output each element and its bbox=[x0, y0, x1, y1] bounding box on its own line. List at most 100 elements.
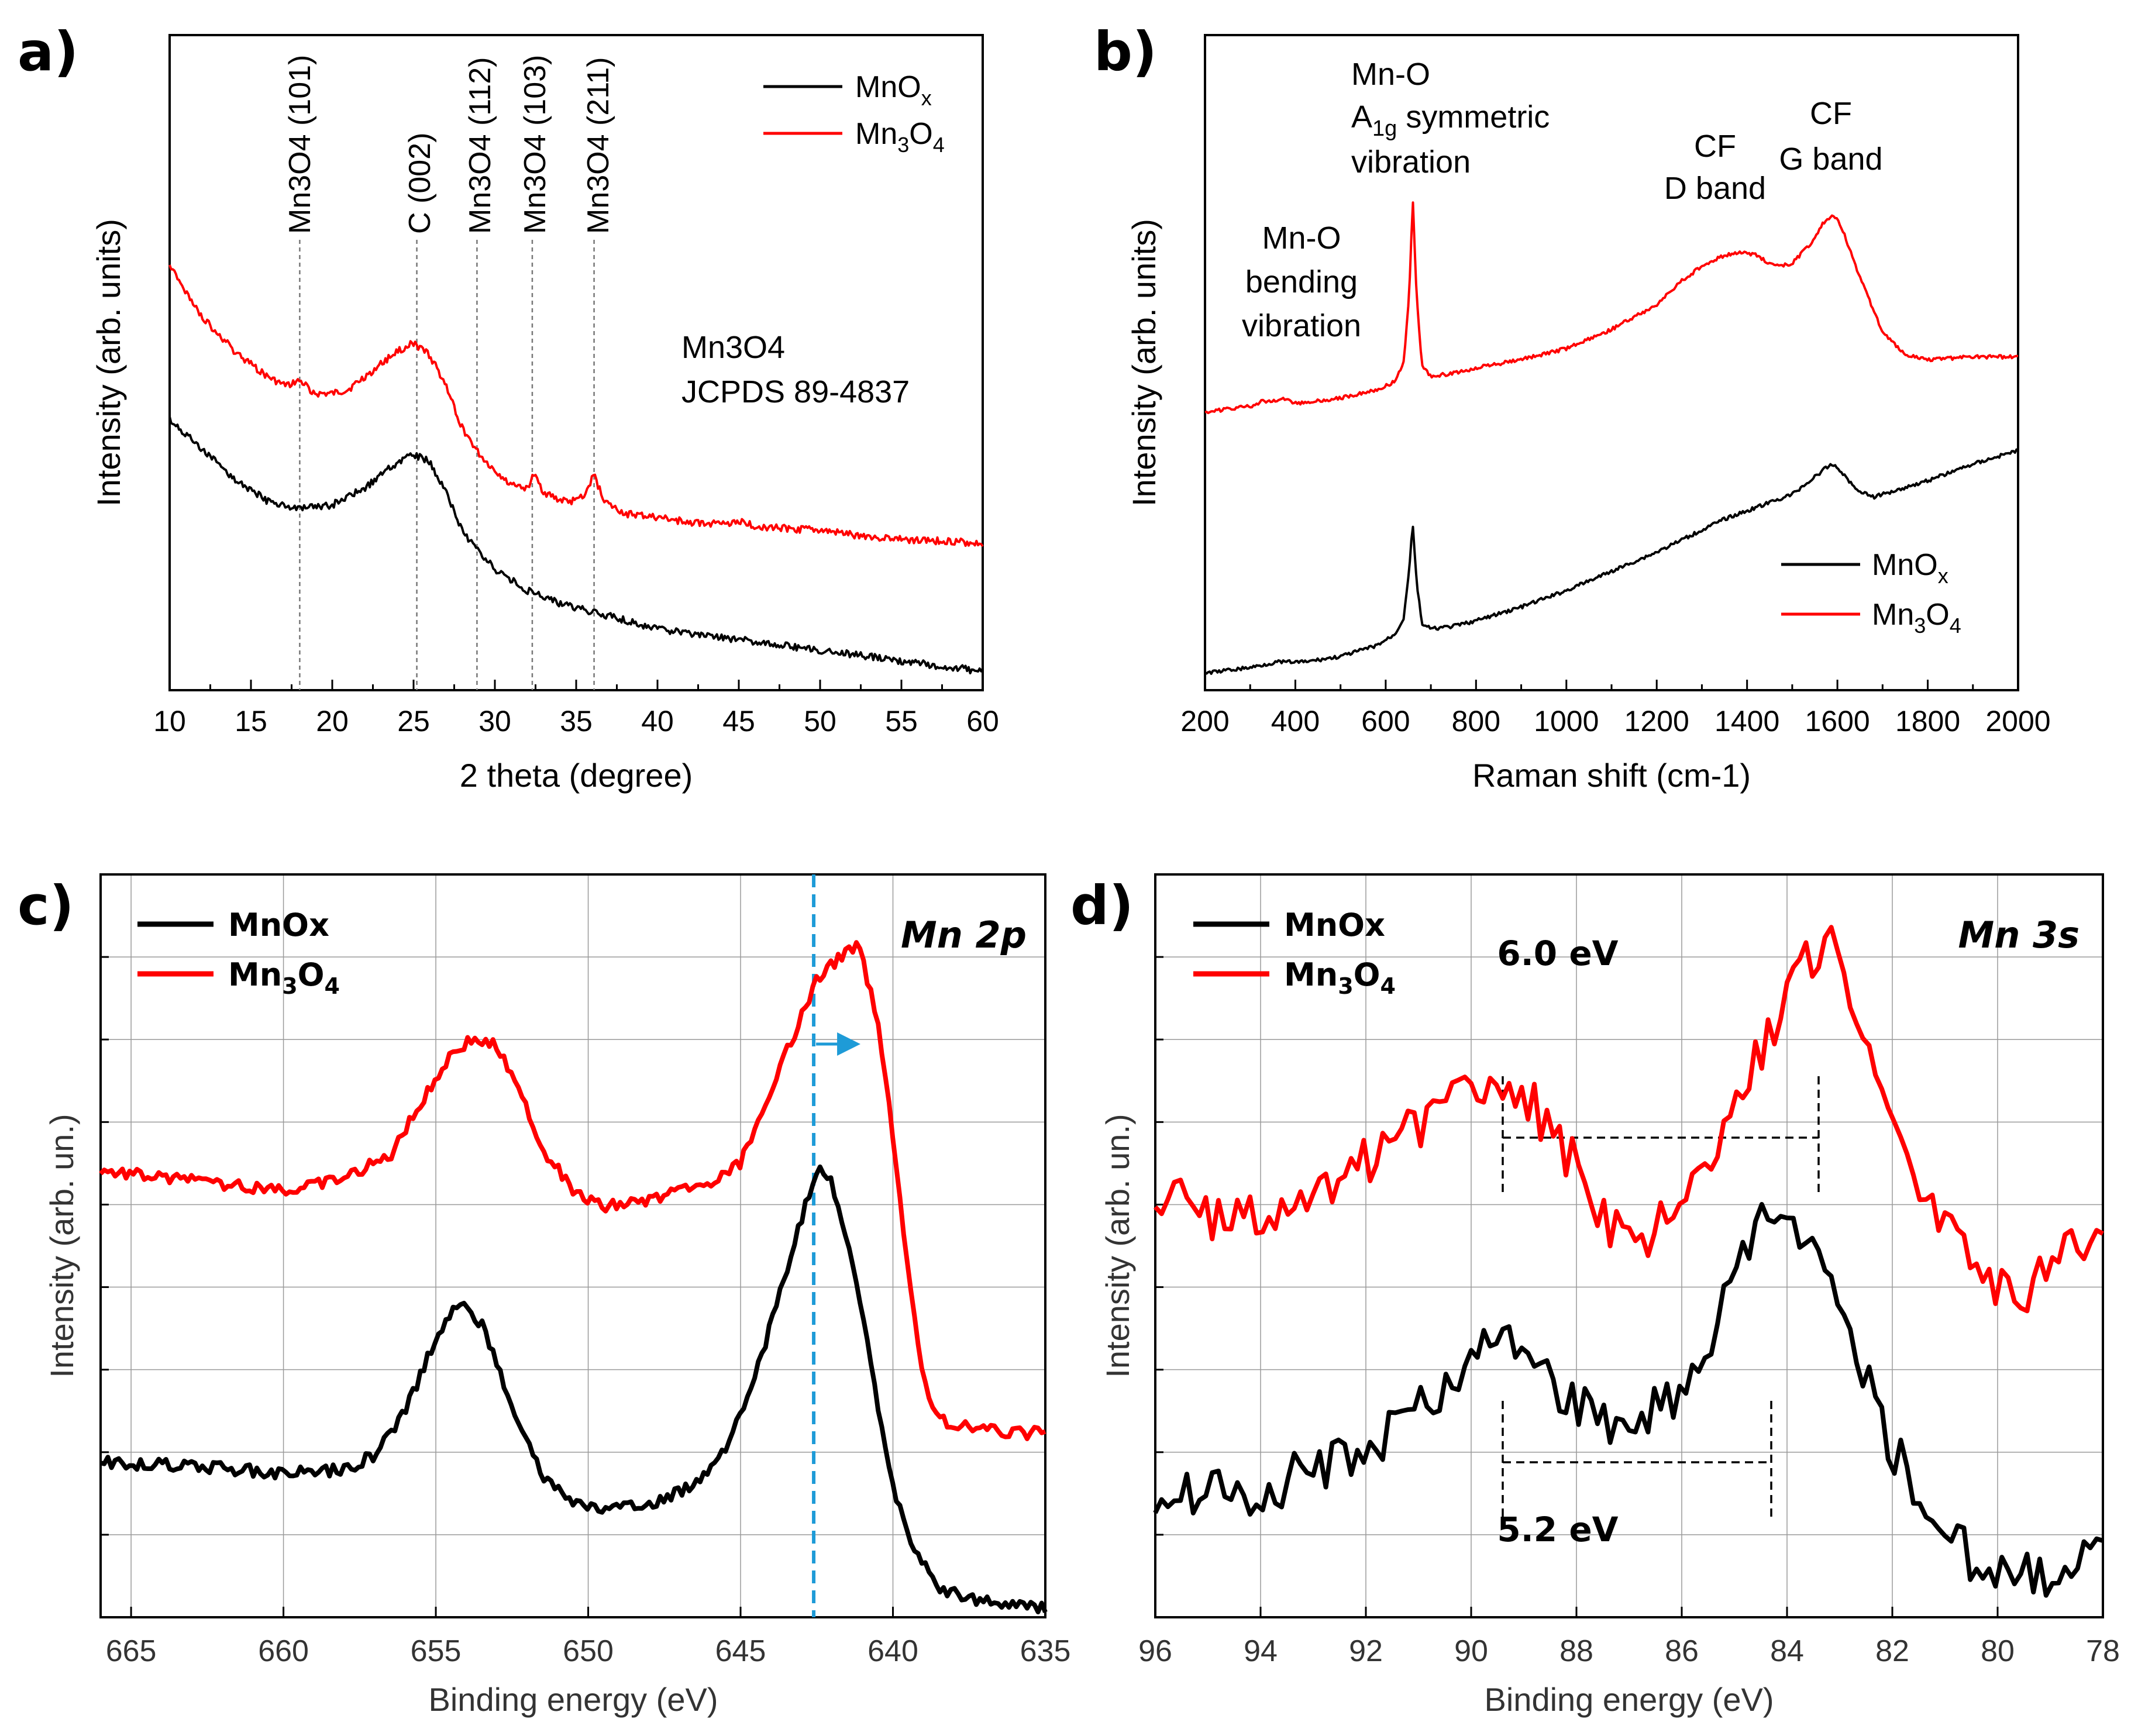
panel-b-series bbox=[1204, 201, 2019, 675]
a-annotation-line2: JCPDS 89-4837 bbox=[681, 374, 910, 409]
d-xtick-label-80: 80 bbox=[1981, 1634, 2015, 1668]
c-x-axis-label: Binding energy (eV) bbox=[429, 1681, 718, 1718]
panel-c-guide bbox=[812, 874, 861, 1617]
d-xtick-label-90: 90 bbox=[1454, 1634, 1488, 1668]
b-xtick-label-1800: 1800 bbox=[1895, 705, 1960, 738]
panel-a-legend: MnOx Mn3O4 bbox=[763, 70, 945, 157]
b-legend-label-mn3o4: Mn3O4 bbox=[1872, 598, 1961, 638]
a-xtick-label-15: 15 bbox=[235, 705, 267, 738]
panel-d: d) 96 94 92 90 88 86 84 82 80 78 Mn 3s MnOx Mn3O4… bbox=[1070, 873, 2120, 1718]
panel-d-grid bbox=[1155, 874, 2103, 1617]
svg-text:CF: CF bbox=[1810, 96, 1852, 131]
b-xtick-label-200: 200 bbox=[1180, 705, 1229, 738]
b-series-mn3o4-line bbox=[1204, 201, 2019, 415]
a-y-axis-label: Intensity (arb. units) bbox=[90, 219, 127, 507]
svg-text:vibration: vibration bbox=[1351, 144, 1471, 180]
panel-a: a) 10 15 20 25 30 35 40 45 50 55 60 Mn3O4 (101) C … bbox=[18, 20, 999, 794]
a-xtick-label-30: 30 bbox=[478, 705, 511, 738]
a-xtick-label-55: 55 bbox=[885, 705, 918, 738]
d-xtick-label-94: 94 bbox=[1244, 1634, 1278, 1668]
svg-text:bending: bending bbox=[1245, 264, 1358, 299]
d-xtick-label-88: 88 bbox=[1559, 1634, 1593, 1668]
d-splitting-label-mnox: 5.2 eV bbox=[1497, 1510, 1618, 1549]
b-legend-label-mnox: MnOx bbox=[1872, 548, 1948, 588]
panel-b: b) 200 400 600 800 1000 1200 1400 1600 1800 2000 … bbox=[1094, 20, 2051, 794]
c-xtick-label-645: 645 bbox=[715, 1634, 766, 1668]
a-xtick-label-50: 50 bbox=[804, 705, 836, 738]
b-annotation-dband: CF D band bbox=[1664, 129, 1766, 206]
b-xtick-label-400: 400 bbox=[1271, 705, 1320, 738]
a-ref-label-103: Mn3O4 (103) bbox=[518, 55, 552, 234]
b-xtick-label-1400: 1400 bbox=[1714, 705, 1779, 738]
d-x-axis-label: Binding energy (eV) bbox=[1485, 1681, 1774, 1718]
c-xtick-label-640: 640 bbox=[867, 1634, 918, 1668]
a-xtick-label-10: 10 bbox=[153, 705, 186, 738]
c-xtick-label-650: 650 bbox=[563, 1634, 614, 1668]
a-xtick-label-35: 35 bbox=[560, 705, 593, 738]
b-x-axis-label: Raman shift (cm-1) bbox=[1472, 757, 1751, 794]
a-xtick-label-20: 20 bbox=[316, 705, 349, 738]
c-xtick-label-665: 665 bbox=[106, 1634, 157, 1668]
panel-a-x-ticks: 10 15 20 25 30 35 40 45 50 55 60 bbox=[153, 680, 999, 738]
panel-b-legend: MnOx Mn3O4 bbox=[1781, 548, 1961, 638]
d-xtick-label-78: 78 bbox=[2086, 1634, 2120, 1668]
svg-text:Mn-O: Mn-O bbox=[1351, 57, 1430, 92]
a-xtick-label-60: 60 bbox=[966, 705, 999, 738]
d-legend-label-mnox: MnOx bbox=[1284, 907, 1385, 943]
c-xtick-label-635: 635 bbox=[1020, 1634, 1071, 1668]
b-xtick-label-800: 800 bbox=[1452, 705, 1500, 738]
b-xtick-label-1200: 1200 bbox=[1624, 705, 1689, 738]
panel-d-series bbox=[1153, 925, 2104, 1598]
a-legend-label-mn3o4: Mn3O4 bbox=[855, 117, 945, 157]
c-title: Mn 2p bbox=[901, 914, 1027, 956]
panel-c: c) 665 660 655 650 645 640 635 Mn 2p MnOx Mn3O… bbox=[18, 873, 1071, 1718]
panel-c-plot-frame bbox=[99, 873, 1046, 1618]
b-xtick-label-2000: 2000 bbox=[1985, 705, 2050, 738]
d-y-axis-label: Intensity (arb. un.) bbox=[1099, 1114, 1136, 1377]
a-ref-label-002: C (002) bbox=[403, 133, 437, 234]
b-xtick-label-1600: 1600 bbox=[1805, 705, 1870, 738]
d-xtick-label-96: 96 bbox=[1138, 1634, 1172, 1668]
b-a1g-text: A1g symmetric bbox=[1351, 99, 1550, 141]
b-annotation-bending: Mn-O bending vibration bbox=[1242, 221, 1361, 343]
d-title: Mn 3s bbox=[1958, 914, 2080, 956]
panel-b-plot-frame bbox=[1204, 34, 2019, 691]
d-legend-label-mn3o4: Mn3O4 bbox=[1284, 956, 1396, 999]
b-xtick-label-600: 600 bbox=[1361, 705, 1410, 738]
a-legend-label-mnox: MnOx bbox=[855, 70, 932, 110]
b-annotation-a1g: Mn-O A1g symmetric vibration bbox=[1351, 57, 1550, 180]
d-series-mnox-line bbox=[1153, 1202, 2104, 1598]
a-annotation-line1: Mn3O4 bbox=[681, 330, 785, 365]
panel-b-label: b) bbox=[1094, 20, 1157, 83]
svg-text:G band: G band bbox=[1779, 142, 1882, 177]
d-series-mn3o4-line bbox=[1154, 925, 2104, 1314]
c-legend-label-mnox: MnOx bbox=[228, 907, 329, 943]
panel-d-legend: MnOx Mn3O4 bbox=[1193, 907, 1396, 999]
panel-a-label: a) bbox=[18, 20, 78, 83]
a-ref-label-211: Mn3O4 (211) bbox=[581, 57, 615, 234]
b-y-axis-label: Intensity (arb. units) bbox=[1125, 219, 1162, 507]
a-ref-label-112: Mn3O4 (112) bbox=[463, 57, 497, 234]
a-series-mnox-line bbox=[168, 416, 984, 674]
panel-d-x-ticks: 96 94 92 90 88 86 84 82 80 78 bbox=[1138, 1607, 2120, 1668]
c-series-mn3o4-line bbox=[99, 940, 1046, 1441]
b-series-mnox-line bbox=[1204, 448, 2019, 675]
c-xtick-label-655: 655 bbox=[411, 1634, 462, 1668]
panel-d-splitting-markers bbox=[1502, 1076, 1820, 1521]
d-splitting-label-mn3o4: 6.0 eV bbox=[1497, 934, 1618, 973]
d-xtick-label-84: 84 bbox=[1770, 1634, 1804, 1668]
a-xtick-label-40: 40 bbox=[641, 705, 674, 738]
panel-c-x-ticks: 665 660 655 650 645 640 635 bbox=[106, 1607, 1071, 1668]
panel-c-label: c) bbox=[18, 874, 74, 937]
a-xtick-label-25: 25 bbox=[397, 705, 430, 738]
a-series-mn3o4-line bbox=[168, 264, 984, 547]
svg-text:CF: CF bbox=[1694, 129, 1736, 164]
svg-text:D band: D band bbox=[1664, 171, 1766, 206]
b-annotation-gband: CF G band bbox=[1779, 96, 1882, 177]
panel-d-label: d) bbox=[1070, 874, 1134, 937]
panel-a-series bbox=[168, 264, 984, 674]
svg-text:Mn-O: Mn-O bbox=[1262, 221, 1341, 256]
a-xtick-label-45: 45 bbox=[722, 705, 755, 738]
a-x-axis-label: 2 theta (degree) bbox=[460, 757, 693, 794]
